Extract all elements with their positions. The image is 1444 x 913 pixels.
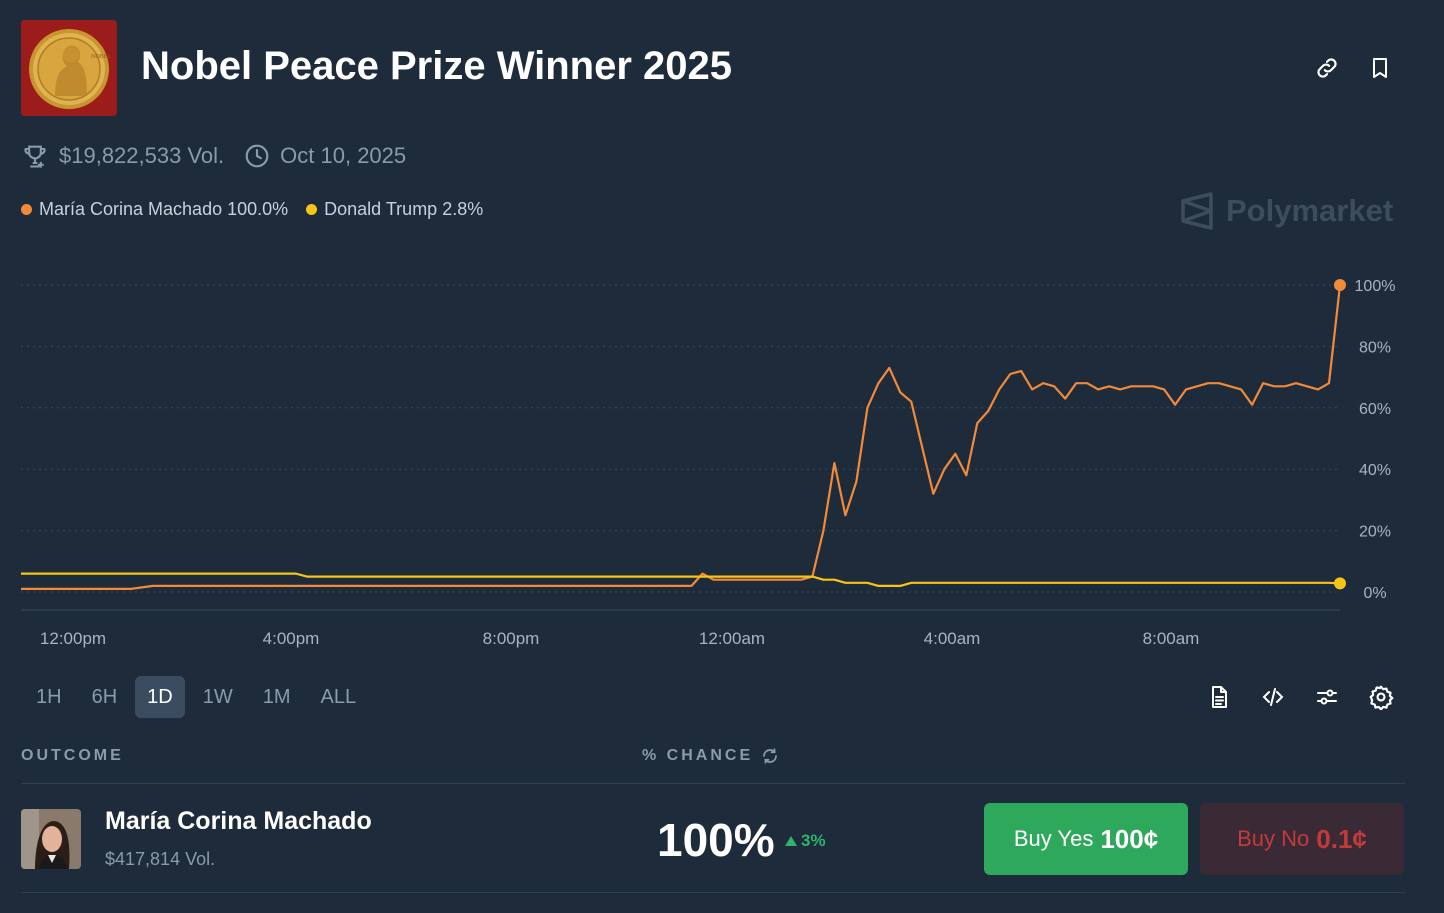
y-tick-label: 80%	[1359, 339, 1391, 356]
y-tick-label: 100%	[1355, 278, 1396, 295]
y-tick-label: 0%	[1363, 585, 1386, 602]
chart-svg[interactable]: 100% 80% 60% 40% 20% 0% 12:00pm 4:00pm 8:00pm 12:…	[0, 250, 1444, 660]
legend-item: Donald Trump 2.8%	[306, 199, 483, 220]
market-header: NOBEL Nobel Peace Prize Winner 2025	[21, 20, 1411, 116]
outcome-column-label: OUTCOME	[21, 747, 124, 764]
price-chart[interactable]: 100% 80% 60% 40% 20% 0% 12:00pm 4:00pm 8:00pm 12:…	[0, 250, 1444, 660]
page-title: Nobel Peace Prize Winner 2025	[141, 44, 733, 88]
avatar	[21, 809, 81, 869]
clock-icon	[245, 144, 269, 168]
x-tick-label: 4:00am	[924, 629, 981, 648]
series-endpoint-trump[interactable]	[1334, 577, 1346, 590]
y-tick-label: 40%	[1359, 462, 1391, 479]
series-endpoint-machado[interactable]	[1334, 279, 1346, 291]
range-button-6h[interactable]: 6H	[91, 685, 118, 708]
end-date-text: Oct 10, 2025	[280, 143, 407, 168]
outcome-row[interactable]: María Corina Machado $417,814 Vol. 100% …	[21, 785, 1405, 893]
series-line-trump[interactable]	[21, 572, 1341, 587]
buy-no-label: Buy No	[1237, 826, 1310, 851]
chance-column-label: % CHANCE	[642, 747, 754, 764]
x-tick-label: 8:00am	[1143, 629, 1200, 648]
document-icon[interactable]	[1202, 680, 1236, 714]
range-button-1h[interactable]: 1H	[36, 685, 62, 708]
link-icon[interactable]	[1310, 51, 1344, 85]
chart-tools	[1182, 680, 1398, 714]
outcome-chance: 100%	[657, 814, 775, 866]
legend-item: María Corina Machado 100.0%	[21, 199, 288, 220]
volume-text: $19,822,533 Vol.	[59, 143, 225, 168]
time-range-selector: 1H 6H 1D 1W 1M ALL	[24, 676, 374, 718]
range-button-1m[interactable]: 1M	[262, 685, 291, 708]
polymarket-watermark: Polymarket	[1180, 192, 1393, 230]
chance-delta: 3%	[785, 831, 826, 851]
range-button-1w[interactable]: 1W	[202, 685, 233, 708]
chance-delta-value: 3%	[801, 831, 826, 850]
end-date-stat: Oct 10, 2025	[244, 143, 406, 169]
series-line-machado[interactable]	[21, 284, 1342, 590]
polymarket-logo-icon	[1181, 192, 1213, 230]
svg-text:NOBEL: NOBEL	[91, 54, 111, 60]
x-tick-label: 8:00pm	[483, 629, 540, 648]
sliders-icon[interactable]	[1310, 680, 1344, 714]
y-tick-label: 20%	[1359, 524, 1391, 541]
chance-column-header: % CHANCE	[642, 747, 779, 765]
y-tick-label: 60%	[1359, 401, 1391, 418]
refresh-icon[interactable]	[761, 747, 779, 765]
x-tick-label: 12:00pm	[40, 629, 106, 648]
range-button-1d[interactable]: 1D	[135, 676, 185, 718]
gear-icon[interactable]	[1364, 680, 1398, 714]
legend-dot	[306, 204, 318, 215]
volume-stat: $19,822,533 Vol.	[21, 142, 224, 170]
range-button-all[interactable]: ALL	[320, 685, 357, 708]
buy-yes-label: Buy Yes	[1013, 826, 1094, 851]
buy-yes-button[interactable]: Buy Yes 100¢	[984, 803, 1188, 875]
bookmark-icon[interactable]	[1363, 51, 1397, 85]
buy-no-button[interactable]: Buy No 0.1¢	[1200, 803, 1404, 875]
trophy-icon	[24, 145, 46, 168]
market-meta: $19,822,533 Vol. Oct 10, 2025	[21, 140, 406, 172]
chart-legend: María Corina Machado 100.0% Donald Trump…	[21, 199, 501, 220]
buy-yes-price: 100¢	[1100, 823, 1159, 854]
x-tick-label: 12:00am	[699, 629, 765, 648]
legend-label: María Corina Machado 100.0%	[39, 199, 289, 219]
code-icon[interactable]	[1256, 680, 1290, 714]
outcome-volume: $417,814 Vol.	[105, 849, 216, 869]
outcome-name[interactable]: María Corina Machado	[105, 807, 372, 835]
triangle-up-icon	[785, 836, 797, 846]
outcome-table-header: OUTCOME % CHANCE	[21, 744, 1405, 784]
nobel-medal-icon: NOBEL	[21, 20, 117, 116]
legend-label: Donald Trump 2.8%	[324, 199, 484, 219]
legend-dot	[21, 204, 32, 215]
buy-no-price: 0.1¢	[1316, 823, 1367, 854]
brand-name: Polymarket	[1226, 193, 1394, 228]
x-tick-label: 4:00pm	[263, 629, 320, 648]
